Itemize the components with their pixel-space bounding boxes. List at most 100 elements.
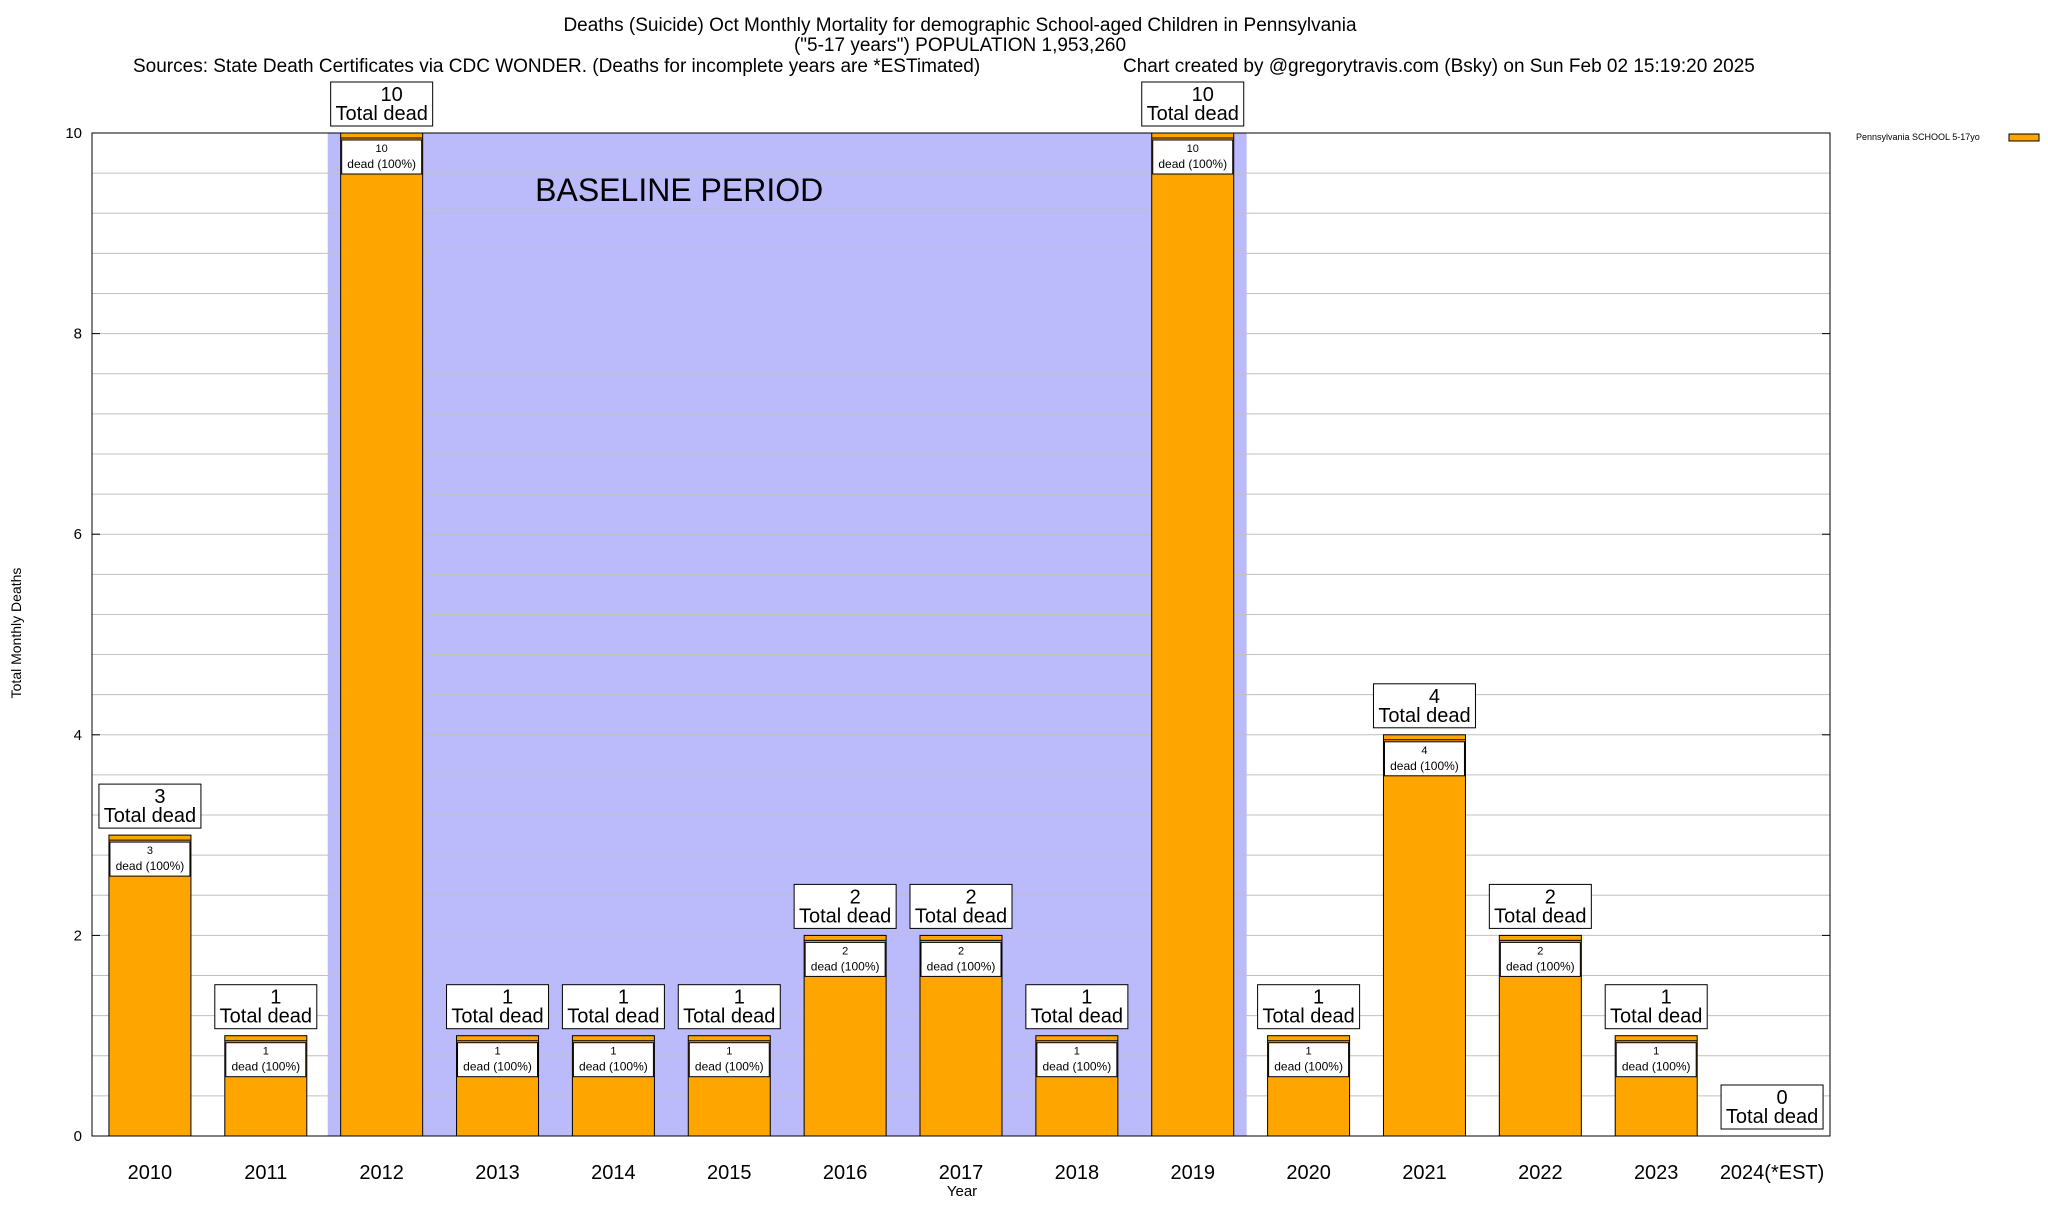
segment-label-value: 10 — [1187, 143, 1199, 155]
segment-label-text: dead (100%) — [463, 1060, 532, 1074]
total-label-box — [909, 883, 1013, 929]
total-label-box — [793, 883, 897, 929]
segment-label-value: 4 — [1421, 745, 1427, 757]
segment-label-box — [341, 139, 423, 175]
y-tick-label: 10 — [65, 125, 82, 142]
total-label-text: Total dead — [1494, 905, 1586, 927]
total-label-text: Total dead — [1262, 1006, 1354, 1028]
segment-label-text: dead (100%) — [1390, 759, 1459, 773]
segment-label-box — [1615, 1042, 1697, 1078]
x-tick-label: 2021 — [1402, 1162, 1447, 1184]
baseline-period-band — [327, 133, 1247, 1136]
total-label-value: 1 — [618, 987, 629, 1009]
segment-label-box — [109, 841, 191, 877]
total-label-box — [677, 984, 781, 1030]
segment-label-text: dead (100%) — [1043, 1060, 1112, 1074]
chart-credit: Chart created by @gregorytravis.com (Bsk… — [1123, 56, 1755, 77]
segment-label-text: dead (100%) — [116, 859, 185, 873]
segment-label-value: 1 — [1074, 1046, 1080, 1058]
total-label-text: Total dead — [220, 1006, 312, 1028]
total-label-text: Total dead — [451, 1006, 543, 1028]
segment-label-text: dead (100%) — [231, 1060, 300, 1074]
segment-label-value: 2 — [1537, 945, 1543, 957]
segment-label-box — [1152, 139, 1234, 175]
total-label-text: Total dead — [1610, 1006, 1702, 1028]
x-tick-label: 2020 — [1286, 1162, 1331, 1184]
total-label-text: Total dead — [1726, 1106, 1818, 1128]
total-label-value: 1 — [734, 987, 745, 1009]
total-label-value: 1 — [1313, 987, 1324, 1009]
total-label-value: 10 — [1192, 84, 1214, 106]
segment-label-text: dead (100%) — [927, 959, 996, 973]
x-tick-label: 2014 — [591, 1162, 636, 1184]
total-label-value: 2 — [965, 886, 976, 908]
total-label-value: 10 — [381, 84, 403, 106]
total-label-box — [214, 984, 318, 1030]
segment-label-text: dead (100%) — [1158, 157, 1227, 171]
total-label-text: Total dead — [799, 905, 891, 927]
y-tick-label: 0 — [74, 1128, 82, 1145]
chart-subtitle: ("5-17 years") POPULATION 1,953,260 — [794, 35, 1126, 56]
segment-label-box — [1036, 1042, 1118, 1078]
segment-label-box — [1383, 741, 1465, 777]
total-label-value: 1 — [502, 987, 513, 1009]
segment-label-value: 10 — [376, 143, 388, 155]
y-axis-label: Total Monthly Deaths — [8, 568, 24, 699]
segment-label-box — [225, 1042, 307, 1078]
total-label-box — [330, 81, 434, 127]
segment-label-text: dead (100%) — [1622, 1060, 1691, 1074]
total-label-value: 4 — [1429, 686, 1440, 708]
total-label-text: Total dead — [1031, 1006, 1123, 1028]
y-tick-label: 8 — [74, 326, 82, 343]
total-label-value: 3 — [154, 786, 165, 808]
segment-label-value: 1 — [494, 1046, 500, 1058]
total-label-text: Total dead — [567, 1006, 659, 1028]
bar — [340, 132, 424, 1137]
chart-sources: Sources: State Death Certificates via CD… — [133, 56, 980, 77]
total-label-box — [446, 984, 550, 1030]
y-tick-label: 6 — [74, 526, 82, 543]
legend-label: Pennsylvania SCHOOL 5-17yo — [1856, 132, 1980, 142]
total-label-value: 1 — [1081, 987, 1092, 1009]
x-axis-label: Year — [947, 1183, 977, 1200]
segment-label-value: 1 — [263, 1046, 269, 1058]
segment-label-value: 3 — [147, 845, 153, 857]
x-tick-label: 2018 — [1055, 1162, 1100, 1184]
total-label-box — [1025, 984, 1129, 1030]
total-label-box — [561, 984, 665, 1030]
total-label-value: 0 — [1777, 1087, 1788, 1109]
segment-label-text: dead (100%) — [695, 1060, 764, 1074]
total-label-box — [1257, 984, 1361, 1030]
segment-label-box — [688, 1042, 770, 1078]
bar — [108, 834, 192, 1137]
legend-swatch — [2008, 133, 2040, 142]
bar — [1151, 132, 1235, 1137]
total-label-box — [1141, 81, 1245, 127]
segment-label-box — [1268, 1042, 1350, 1078]
segment-label-box — [457, 1042, 539, 1078]
total-label-text: Total dead — [1147, 103, 1239, 125]
segment-label-box — [804, 941, 886, 977]
segment-label-value: 1 — [726, 1046, 732, 1058]
y-tick-label: 4 — [74, 727, 82, 744]
total-label-box — [1372, 683, 1476, 729]
total-label-value: 2 — [850, 886, 861, 908]
segment-label-text: dead (100%) — [579, 1060, 648, 1074]
total-label-box — [1488, 883, 1592, 929]
total-label-text: Total dead — [1378, 705, 1470, 727]
total-label-box — [98, 783, 202, 829]
segment-label-box — [920, 941, 1002, 977]
segment-label-value: 1 — [1653, 1046, 1659, 1058]
x-tick-label: 2024(*EST) — [1720, 1162, 1825, 1184]
segment-label-value: 1 — [1306, 1046, 1312, 1058]
total-label-box — [1604, 984, 1708, 1030]
total-label-box — [1720, 1084, 1824, 1130]
x-tick-label: 2012 — [359, 1162, 404, 1184]
total-label-value: 1 — [1661, 987, 1672, 1009]
total-label-text: Total dead — [683, 1006, 775, 1028]
y-tick-label: 2 — [74, 927, 82, 944]
segment-label-value: 2 — [842, 945, 848, 957]
